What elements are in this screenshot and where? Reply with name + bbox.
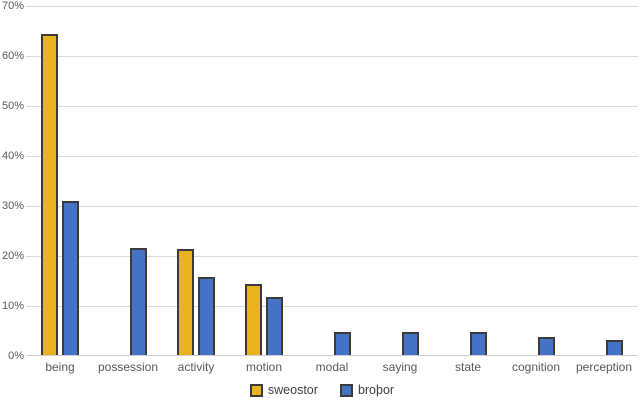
bar-brothor-modal <box>334 331 351 356</box>
bar-brothor-motion <box>266 296 283 356</box>
x-label-state: state <box>454 360 481 374</box>
bar-brothor-possession <box>130 247 147 356</box>
plot-area <box>26 6 638 356</box>
y-tick-label: 0% <box>8 350 24 362</box>
y-tick-label: 50% <box>1 100 24 112</box>
bar-brothor-cognition <box>538 337 555 356</box>
x-axis-category-labels: being possession activity motion modal saying… <box>26 360 638 374</box>
bar-brothor-perception <box>606 339 623 356</box>
gridline <box>26 256 638 257</box>
x-label-activity: activity <box>177 360 215 374</box>
legend: sweostor broþor <box>0 383 644 397</box>
y-tick-label: 30% <box>1 200 24 212</box>
bar-brothor-state <box>470 331 487 356</box>
gridline <box>26 206 638 207</box>
legend-item-brothor: broþor <box>339 383 395 397</box>
x-axis-line <box>26 355 638 356</box>
x-label-cognition: cognition <box>511 360 561 374</box>
legend-swatch-sweostor-icon <box>249 383 263 397</box>
bar-sweostor-being <box>41 33 58 356</box>
x-label-saying: saying <box>382 360 418 374</box>
y-tick-label: 10% <box>1 300 24 312</box>
legend-item-sweostor: sweostor <box>249 383 318 397</box>
bar-brothor-being <box>62 201 79 356</box>
bar-group-being <box>26 6 94 356</box>
y-tick-label: 60% <box>1 50 24 62</box>
x-label-possession: possession <box>97 360 159 374</box>
bar-group-perception <box>570 6 638 356</box>
gridline <box>26 6 638 7</box>
y-tick-label: 20% <box>1 250 24 262</box>
x-label-modal: modal <box>315 360 349 374</box>
gridline <box>26 306 638 307</box>
bar-groups <box>26 6 638 356</box>
y-tick-label: 40% <box>1 150 24 162</box>
bar-group-saying <box>366 6 434 356</box>
gridline <box>26 56 638 57</box>
legend-label-brothor: broþor <box>357 383 395 397</box>
bar-group-modal <box>298 6 366 356</box>
bar-group-motion <box>230 6 298 356</box>
y-tick-label: 70% <box>1 0 24 12</box>
bar-group-possession <box>94 6 162 356</box>
bar-brothor-activity <box>198 276 215 356</box>
legend-swatch-brothor-icon <box>339 383 353 397</box>
bar-sweostor-activity <box>177 248 194 356</box>
gridline <box>26 156 638 157</box>
bar-group-cognition <box>502 6 570 356</box>
bar-brothor-saying <box>402 331 419 356</box>
x-label-motion: motion <box>245 360 283 374</box>
bar-group-activity <box>162 6 230 356</box>
legend-label-sweostor: sweostor <box>267 383 318 397</box>
bar-sweostor-motion <box>245 283 262 356</box>
gridline <box>26 106 638 107</box>
x-label-being: being <box>45 360 75 374</box>
x-label-perception: perception <box>575 360 633 374</box>
bar-group-state <box>434 6 502 356</box>
